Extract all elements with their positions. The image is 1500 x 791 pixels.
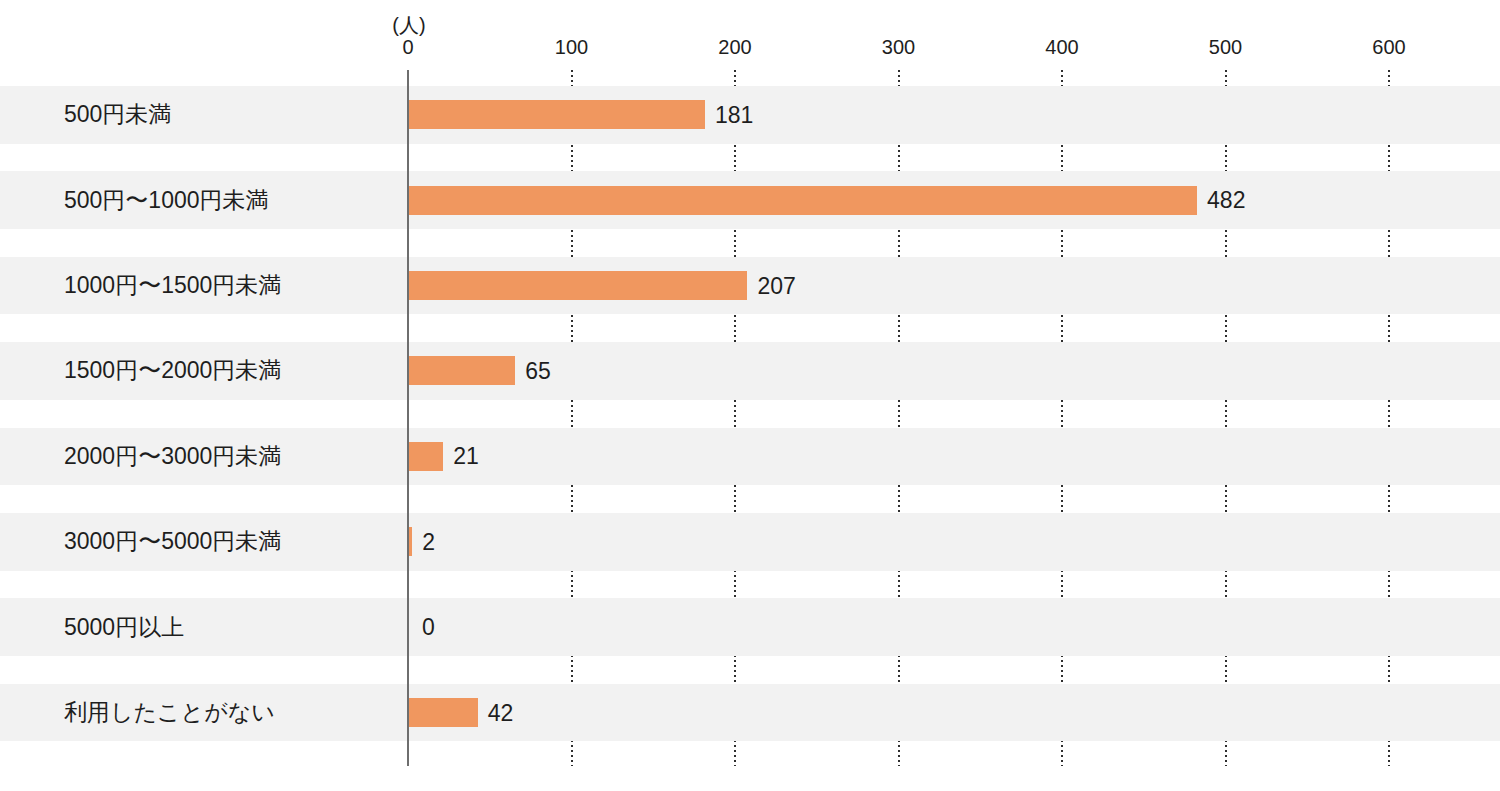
x-tick-label-600: 600	[1372, 36, 1405, 59]
bar	[409, 356, 515, 385]
row-band	[0, 598, 1500, 656]
value-label: 181	[715, 101, 753, 128]
category-label: 5000円以上	[64, 598, 184, 656]
category-label: 2000円〜3000円未満	[64, 428, 281, 486]
x-tick-label-100: 100	[555, 36, 588, 59]
x-tick-label-400: 400	[1045, 36, 1078, 59]
x-tick-label-0: 0	[402, 36, 413, 59]
y-axis-line	[407, 70, 409, 766]
bar	[409, 698, 478, 727]
value-label: 65	[525, 357, 551, 384]
value-label: 42	[488, 699, 514, 726]
value-label: 207	[757, 272, 795, 299]
category-label: 1000円〜1500円未満	[64, 257, 281, 315]
category-label: 利用したことがない	[64, 684, 275, 742]
bar	[409, 442, 443, 471]
x-tick-label-500: 500	[1209, 36, 1242, 59]
value-label: 2	[422, 528, 435, 555]
bar	[409, 527, 412, 556]
value-label: 482	[1207, 187, 1245, 214]
value-label: 0	[422, 614, 435, 641]
x-tick-label-200: 200	[718, 36, 751, 59]
bar	[409, 271, 747, 300]
category-label: 500円未満	[64, 86, 171, 144]
category-label: 500円〜1000円未満	[64, 171, 269, 229]
category-label: 3000円〜5000円未満	[64, 513, 281, 571]
x-tick-label-300: 300	[882, 36, 915, 59]
bar	[409, 100, 705, 129]
category-label: 1500円〜2000円未満	[64, 342, 281, 400]
axis-unit-label: (人)	[392, 12, 425, 39]
value-label: 21	[453, 443, 479, 470]
survey-bar-chart: (人) 0 100 200 300 400 500 600 500円未満 500円〜1000円…	[0, 0, 1500, 791]
bar	[409, 186, 1197, 215]
